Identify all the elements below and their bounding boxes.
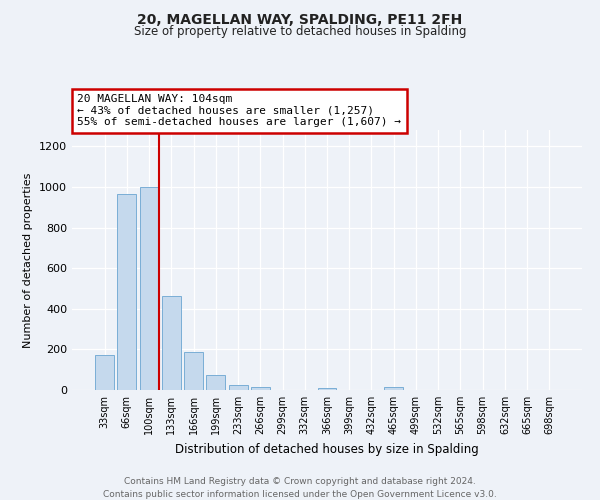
Text: 20, MAGELLAN WAY, SPALDING, PE11 2FH: 20, MAGELLAN WAY, SPALDING, PE11 2FH bbox=[137, 12, 463, 26]
Text: 20 MAGELLAN WAY: 104sqm
← 43% of detached houses are smaller (1,257)
55% of semi: 20 MAGELLAN WAY: 104sqm ← 43% of detache… bbox=[77, 94, 401, 128]
Bar bbox=[118, 194, 136, 390]
Bar bbox=[251, 387, 270, 390]
Bar bbox=[184, 352, 203, 390]
Bar bbox=[317, 388, 337, 390]
Text: Size of property relative to detached houses in Spalding: Size of property relative to detached ho… bbox=[134, 25, 466, 38]
Bar bbox=[229, 385, 248, 390]
Bar bbox=[95, 356, 114, 390]
Text: Contains public sector information licensed under the Open Government Licence v3: Contains public sector information licen… bbox=[103, 490, 497, 499]
Bar bbox=[162, 296, 181, 390]
X-axis label: Distribution of detached houses by size in Spalding: Distribution of detached houses by size … bbox=[175, 442, 479, 456]
Y-axis label: Number of detached properties: Number of detached properties bbox=[23, 172, 34, 348]
Bar bbox=[206, 375, 225, 390]
Bar bbox=[384, 387, 403, 390]
Bar bbox=[140, 187, 158, 390]
Text: Contains HM Land Registry data © Crown copyright and database right 2024.: Contains HM Land Registry data © Crown c… bbox=[124, 478, 476, 486]
